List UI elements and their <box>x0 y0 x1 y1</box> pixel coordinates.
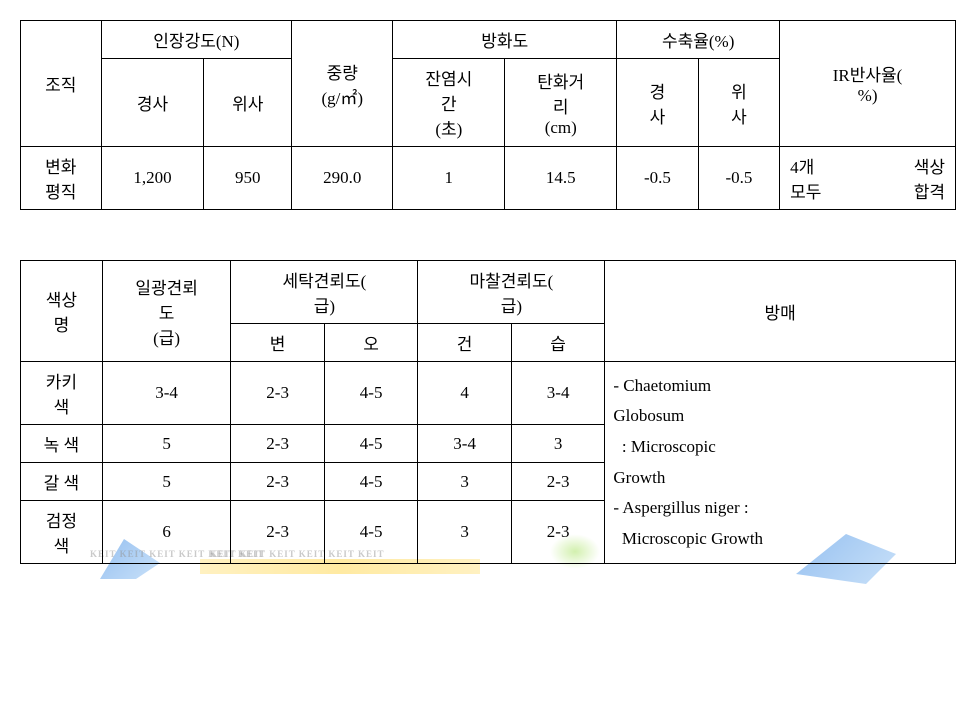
header-weight: 중량 (g/㎡) <box>292 21 393 147</box>
header-flame-retardancy: 방화도 <box>393 21 617 59</box>
data-cell: 3-4 <box>511 362 605 425</box>
header-shrink-weft: 위 사 <box>698 59 779 147</box>
header-light-fastness: 일광견뢰 도 (급) <box>102 261 231 362</box>
data-label: 검정 색 <box>21 501 103 564</box>
data-label: 녹 색 <box>21 425 103 463</box>
data-cell: 4-5 <box>324 362 418 425</box>
header-color-name: 색상 명 <box>21 261 103 362</box>
header-wet: 습 <box>511 324 605 362</box>
data-label: 갈 색 <box>21 463 103 501</box>
header-afterflame: 잔염시 간 (초) <box>393 59 505 147</box>
data-cell: 3-4 <box>102 362 231 425</box>
data-label: 카키 색 <box>21 362 103 425</box>
data-cell: 4 <box>418 362 512 425</box>
header-warp: 경사 <box>101 59 204 147</box>
header-char-length: 탄화거 리 (cm) <box>505 59 617 147</box>
data-cell: 290.0 <box>292 147 393 210</box>
table-row: 카키 색 3-4 2-3 4-5 4 3-4 - Chaetomium Glob… <box>21 362 956 425</box>
data-cell: 2-3 <box>231 463 325 501</box>
header-weft: 위사 <box>204 59 292 147</box>
data-cell: 2-3 <box>511 501 605 564</box>
header-tensile-strength: 인장강도(N) <box>101 21 292 59</box>
table-row: 변화 평직 1,200 950 290.0 1 14.5 -0.5 -0.5 4… <box>21 147 956 210</box>
table-color-fastness: 색상 명 일광견뢰 도 (급) 세탁견뢰도( 급) 마찰견뢰도( 급) 방매 변… <box>20 260 956 564</box>
data-cell: 1 <box>393 147 505 210</box>
data-cell: 1,200 <box>101 147 204 210</box>
data-cell: 4-5 <box>324 425 418 463</box>
data-cell: 3 <box>418 463 512 501</box>
data-cell: 4-5 <box>324 501 418 564</box>
header-rub-fastness: 마찰견뢰도( 급) <box>418 261 605 324</box>
data-cell: 4-5 <box>324 463 418 501</box>
data-cell: 2-3 <box>511 463 605 501</box>
data-cell: 4개 색상 모두 합격 <box>780 147 956 210</box>
table2-wrapper: KEIT KEIT KEIT KEIT KEIT KEIT KEIT KEIT … <box>20 260 956 564</box>
data-cell: 3 <box>511 425 605 463</box>
data-cell: -0.5 <box>617 147 698 210</box>
data-cell: 950 <box>204 147 292 210</box>
data-cell: 5 <box>102 463 231 501</box>
header-change: 변 <box>231 324 325 362</box>
data-cell: 14.5 <box>505 147 617 210</box>
data-cell: 2-3 <box>231 362 325 425</box>
data-cell: 3-4 <box>418 425 512 463</box>
data-cell: 6 <box>102 501 231 564</box>
data-cell: 2-3 <box>231 425 325 463</box>
header-dry: 건 <box>418 324 512 362</box>
header-organization: 조직 <box>21 21 102 147</box>
data-cell: 2-3 <box>231 501 325 564</box>
data-antifungal-result: - Chaetomium Globosum : Microscopic Grow… <box>605 362 956 564</box>
header-antifungal: 방매 <box>605 261 956 362</box>
data-cell: 5 <box>102 425 231 463</box>
table-physical-properties: 조직 인장강도(N) 중량 (g/㎡) 방화도 수축율(%) IR반사율( %)… <box>20 20 956 210</box>
data-cell: 3 <box>418 501 512 564</box>
data-label: 변화 평직 <box>21 147 102 210</box>
header-staining: 오 <box>324 324 418 362</box>
data-cell: -0.5 <box>698 147 779 210</box>
header-shrinkage: 수축율(%) <box>617 21 780 59</box>
header-ir-reflectance: IR반사율( %) <box>780 21 956 147</box>
header-shrink-warp: 경 사 <box>617 59 698 147</box>
header-wash-fastness: 세탁견뢰도( 급) <box>231 261 418 324</box>
